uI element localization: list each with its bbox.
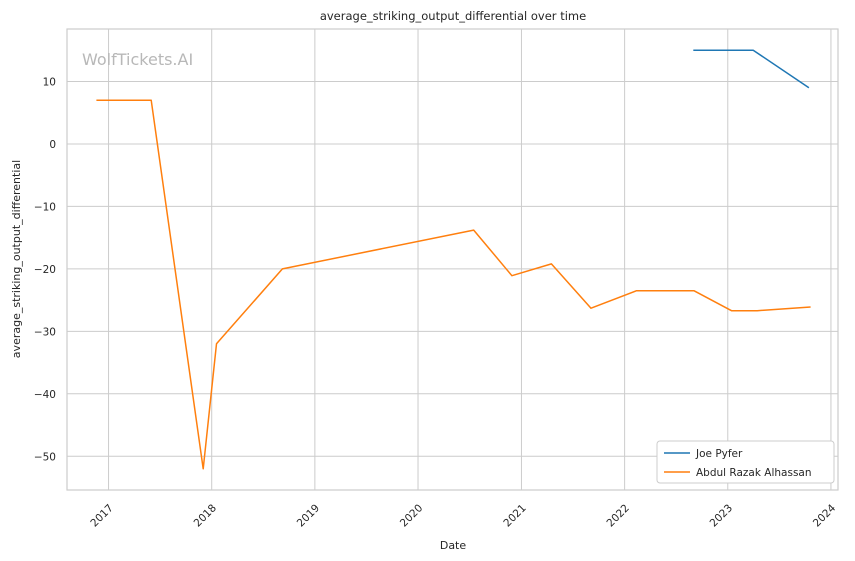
chart-title: average_striking_output_differential ove…: [320, 9, 586, 23]
x-tick-label: 2020: [398, 502, 425, 529]
y-tick-label: −20: [34, 264, 56, 276]
series-layer: [96, 49, 811, 470]
x-tick-labels: 2017 2018 2019 2020 2021 2022 2023 2024: [88, 502, 838, 530]
x-tick-label: 2019: [295, 502, 322, 529]
x-tick-label: 2023: [708, 502, 735, 529]
legend-box: [656, 440, 835, 484]
x-tick-label: 2017: [88, 502, 115, 529]
y-tick-label: −10: [34, 201, 56, 213]
y-tick-label: −40: [34, 389, 56, 401]
y-axis-label: average_striking_output_differential: [10, 160, 23, 358]
x-tick-label: 2018: [192, 502, 219, 529]
legend-label-1: Abdul Razak Alhassan: [696, 467, 812, 479]
y-tick-label: −50: [34, 451, 56, 463]
x-tick-label: 2024: [811, 502, 839, 530]
y-tick-label: −30: [34, 326, 56, 338]
series-line-1: [96, 99, 811, 470]
legend: Joe Pyfer Abdul Razak Alhassan: [656, 440, 835, 484]
y-tick-labels: 10 0 −10 −20 −30 −40 −50: [34, 76, 56, 463]
y-tick-label: 10: [43, 76, 56, 88]
watermark: WolfTickets.AI: [82, 50, 193, 69]
y-tick-label: 0: [49, 139, 56, 151]
x-gridlines: [108, 29, 832, 490]
y-gridlines: [67, 80, 838, 457]
x-axis-label: Date: [440, 539, 467, 552]
x-tick-label: 2022: [605, 502, 632, 529]
legend-label-0: Joe Pyfer: [695, 448, 743, 460]
series-line-0: [693, 49, 810, 89]
x-tick-label: 2021: [501, 502, 528, 529]
plot-frame: [66, 28, 839, 491]
